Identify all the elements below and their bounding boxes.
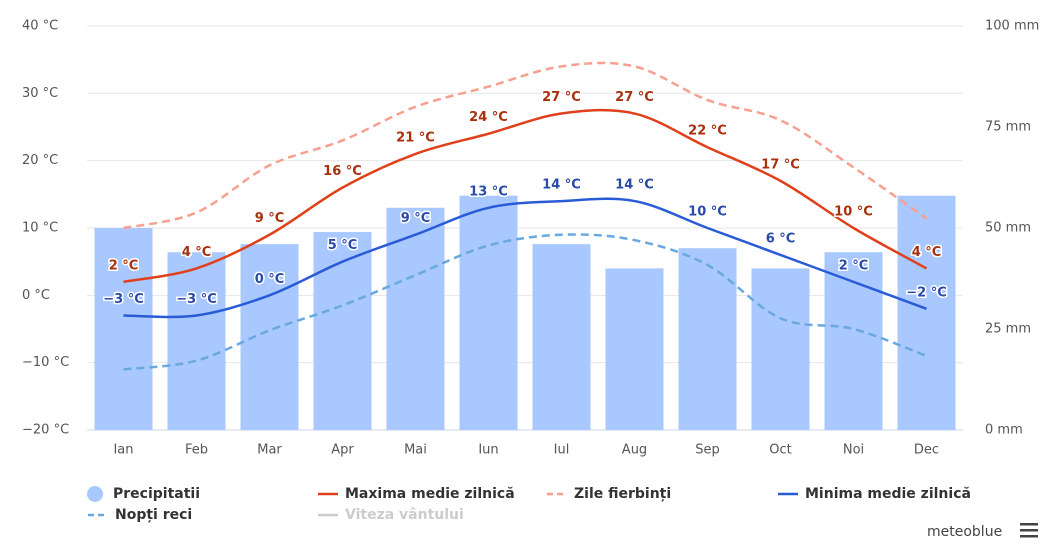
data-label: 10 °C bbox=[688, 205, 727, 220]
legend-label: Viteza vântului bbox=[345, 507, 464, 523]
data-label: 2 °C bbox=[109, 258, 139, 273]
bar bbox=[678, 248, 737, 430]
y-tick-label: 20 °C bbox=[22, 153, 58, 168]
bar bbox=[94, 228, 153, 430]
data-label: 4 °C bbox=[912, 245, 942, 260]
legend-item[interactable]: Precipitatii bbox=[87, 486, 200, 502]
y2-tick-label: 25 mm bbox=[985, 322, 1031, 337]
data-label: 10 °C bbox=[834, 205, 873, 220]
legend-item[interactable]: Zile fierbinți bbox=[547, 486, 671, 502]
data-label: 22 °C bbox=[688, 124, 727, 139]
menu-icon[interactable] bbox=[1020, 523, 1038, 538]
plot: −20 °C −10 °C 0 °C 10 °C 20 °C 30 °C 40 °C 0 mm… bbox=[22, 19, 1039, 458]
x-tick-label: Apr bbox=[331, 443, 354, 458]
bar bbox=[897, 195, 956, 430]
bar bbox=[167, 252, 226, 430]
legend-label: Precipitatii bbox=[113, 486, 200, 502]
data-label: 16 °C bbox=[323, 164, 362, 179]
data-label: 14 °C bbox=[615, 178, 654, 193]
legend-item[interactable]: Maxima medie zilnică bbox=[318, 486, 515, 502]
y-tick-label: 0 °C bbox=[22, 288, 50, 303]
data-label: 5 °C bbox=[328, 238, 358, 253]
y2-tick-label: 100 mm bbox=[985, 19, 1039, 34]
x-tick-label: Dec bbox=[914, 443, 939, 458]
data-label: −3 °C bbox=[103, 292, 144, 307]
legend-label: Minima medie zilnică bbox=[805, 486, 971, 502]
bar bbox=[532, 244, 591, 430]
x-tick-label: Ian bbox=[113, 443, 133, 458]
bar bbox=[240, 244, 299, 430]
y-tick-label: −10 °C bbox=[22, 355, 69, 370]
bar bbox=[751, 268, 810, 430]
legend-label: Zile fierbinți bbox=[574, 486, 671, 502]
x-tick-label: Sep bbox=[695, 443, 720, 458]
data-label: 14 °C bbox=[542, 178, 581, 193]
x-tick-label: Iul bbox=[554, 443, 570, 458]
y2-tick-label: 50 mm bbox=[985, 221, 1031, 236]
legend-label: Maxima medie zilnică bbox=[345, 486, 515, 502]
x-tick-label: Iun bbox=[478, 443, 498, 458]
data-label: 2 °C bbox=[839, 258, 869, 273]
legend-item[interactable]: Viteza vântului bbox=[318, 507, 464, 523]
line bbox=[123, 108, 928, 284]
data-label: −3 °C bbox=[176, 292, 217, 307]
y2-tick-label: 0 mm bbox=[985, 423, 1023, 438]
data-label: 27 °C bbox=[542, 90, 581, 105]
legend-symbol bbox=[87, 486, 103, 502]
data-label: 4 °C bbox=[182, 245, 212, 260]
data-label: 6 °C bbox=[766, 231, 796, 246]
x-tick-label: Noi bbox=[843, 443, 864, 458]
y-tick-label: 30 °C bbox=[22, 86, 58, 101]
data-label: 17 °C bbox=[761, 157, 800, 172]
bar bbox=[605, 268, 664, 430]
data-label: 0 °C bbox=[255, 272, 285, 287]
bar bbox=[459, 195, 518, 430]
legend-item[interactable]: Minima medie zilnică bbox=[778, 486, 971, 502]
legend-label: Nopți reci bbox=[115, 507, 192, 523]
data-label: 21 °C bbox=[396, 130, 435, 145]
x-tick-label: Mar bbox=[257, 443, 282, 458]
y-tick-label: 10 °C bbox=[22, 221, 58, 236]
x-tick-label: Oct bbox=[769, 443, 791, 458]
data-label: −2 °C bbox=[906, 285, 947, 300]
x-tick-label: Aug bbox=[622, 443, 647, 458]
data-label: 9 °C bbox=[401, 211, 431, 226]
x-tick-label: Feb bbox=[185, 443, 208, 458]
x-tick-label: Mai bbox=[404, 443, 427, 458]
data-label: 9 °C bbox=[255, 211, 285, 226]
y-tick-label: 40 °C bbox=[22, 19, 58, 34]
y2-tick-label: 75 mm bbox=[985, 120, 1031, 135]
bar bbox=[386, 207, 445, 430]
bar bbox=[313, 232, 372, 430]
bar bbox=[824, 252, 883, 430]
data-label: 24 °C bbox=[469, 110, 508, 125]
legend-item[interactable]: Nopți reci bbox=[88, 507, 192, 523]
y-tick-label: −20 °C bbox=[22, 423, 69, 438]
line bbox=[123, 61, 928, 230]
data-label: 27 °C bbox=[615, 90, 654, 105]
data-label: 13 °C bbox=[469, 184, 508, 199]
line bbox=[123, 233, 927, 371]
line bbox=[123, 197, 927, 319]
brand: meteoblue bbox=[927, 524, 1002, 540]
